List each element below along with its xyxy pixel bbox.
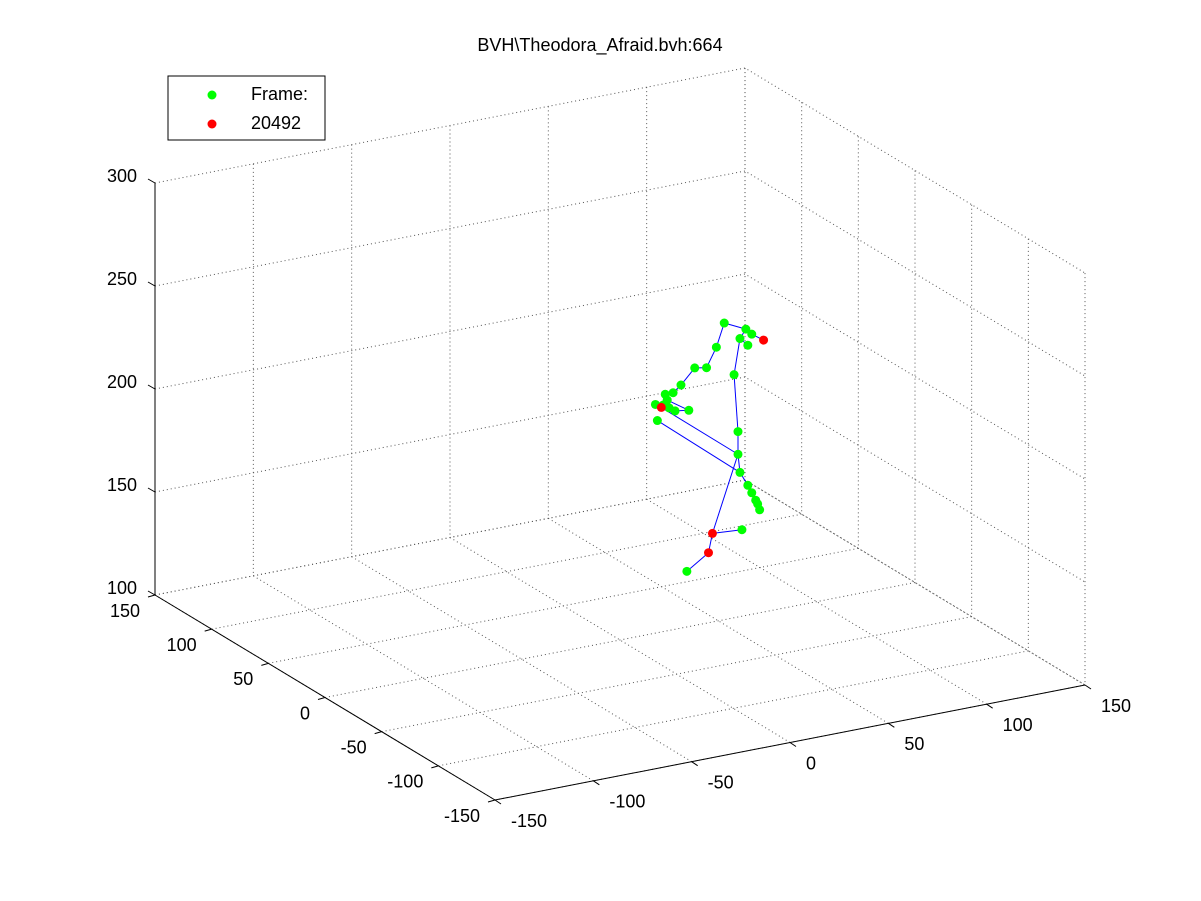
- y-tick: [431, 765, 439, 769]
- bone: [711, 454, 739, 534]
- grid-line: [324, 170, 916, 698]
- bone: [657, 420, 741, 473]
- marker: [747, 329, 757, 339]
- marker: [682, 566, 692, 576]
- legend-marker: [207, 119, 217, 129]
- bone: [686, 552, 709, 572]
- z-tick: [147, 590, 156, 596]
- z-tick-label: 150: [107, 475, 137, 495]
- marker: [702, 363, 712, 373]
- marker: [741, 324, 751, 334]
- z-tick-label: 250: [107, 269, 137, 289]
- grid-line: [154, 67, 1086, 274]
- chart-title: BVH\Theodora_Afraid.bvh:664: [477, 35, 722, 56]
- y-tick: [317, 697, 326, 700]
- grid-line: [211, 102, 803, 630]
- z-tick: [147, 281, 156, 287]
- x-tick: [593, 780, 600, 786]
- marker: [747, 488, 757, 498]
- y-tick-label: 0: [300, 703, 310, 723]
- x-tick-label: -100: [609, 792, 645, 812]
- z-tick: [147, 178, 156, 184]
- y-tick-label: -50: [341, 737, 367, 757]
- marker: [719, 318, 729, 328]
- x-tick: [789, 742, 797, 747]
- y-tick: [261, 662, 269, 666]
- y-tick-label: 100: [167, 635, 197, 655]
- marker: [735, 334, 745, 344]
- marker: [759, 335, 769, 345]
- y-tick: [204, 628, 212, 632]
- y-tick-label: -100: [387, 772, 423, 792]
- marker: [684, 405, 694, 415]
- x-tick-label: 100: [1003, 715, 1033, 735]
- marker: [729, 370, 739, 380]
- grid-line: [154, 170, 1086, 377]
- grid-line: [381, 204, 973, 733]
- grid-line: [154, 376, 1086, 583]
- legend-label: Frame:: [251, 84, 308, 104]
- y-tick-label: 150: [110, 601, 140, 621]
- legend-box: [167, 75, 326, 141]
- y-tick-label: -150: [444, 806, 480, 826]
- legend-label: 20492: [251, 113, 301, 133]
- marker: [656, 402, 666, 412]
- bone: [712, 529, 742, 534]
- x-tick: [494, 799, 502, 805]
- marker: [755, 505, 765, 515]
- x-tick-label: -150: [511, 811, 547, 831]
- marker: [652, 416, 662, 426]
- marker: [707, 528, 717, 538]
- bone: [733, 374, 739, 432]
- x-tick: [1084, 684, 1092, 690]
- marker: [676, 380, 686, 390]
- legend-marker: [207, 90, 217, 100]
- marker: [690, 363, 700, 373]
- grid-line: [744, 68, 1086, 686]
- marker: [737, 525, 747, 535]
- marker: [743, 480, 753, 490]
- grid-line: [494, 273, 1086, 801]
- x-tick-label: 50: [904, 734, 924, 754]
- z-tick: [147, 384, 156, 390]
- marker: [704, 548, 713, 558]
- x-tick: [986, 703, 993, 709]
- marker: [733, 427, 743, 437]
- z-tick: [147, 487, 156, 493]
- y-tick: [374, 731, 382, 735]
- x-tick: [888, 722, 895, 728]
- y-tick-label: 50: [233, 669, 253, 689]
- grid-line: [154, 479, 1086, 686]
- y-tick: [487, 799, 496, 803]
- marker: [733, 449, 743, 459]
- bone: [733, 338, 741, 375]
- y-tick: [147, 594, 156, 598]
- marker: [743, 340, 753, 350]
- grid-line: [268, 136, 859, 664]
- x-tick-label: 0: [806, 753, 816, 773]
- marker: [735, 467, 745, 477]
- grid-line: [154, 273, 1086, 480]
- marker: [668, 388, 678, 398]
- x-tick-label: -50: [708, 772, 734, 792]
- x-tick-label: 150: [1101, 696, 1131, 716]
- marker: [711, 342, 721, 352]
- x-tick: [691, 761, 698, 767]
- grid-line: [438, 238, 1029, 767]
- z-tick-label: 100: [107, 578, 137, 598]
- z-tick-label: 300: [107, 166, 137, 186]
- z-tick-label: 200: [107, 372, 137, 392]
- marker: [670, 406, 680, 416]
